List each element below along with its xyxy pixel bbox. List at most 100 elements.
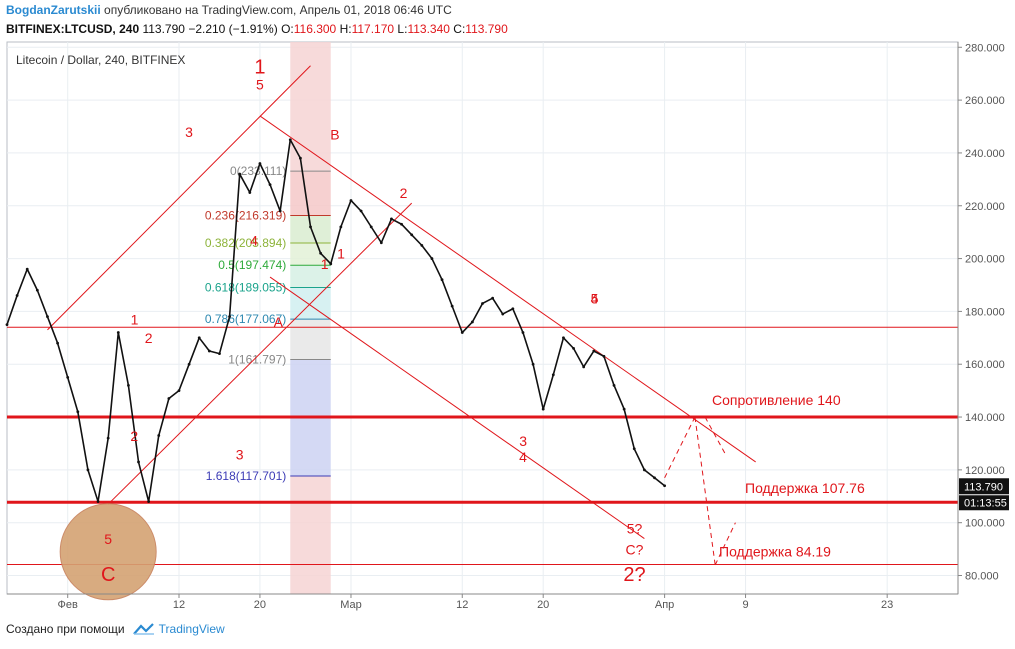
wave-label: 5 bbox=[256, 77, 264, 93]
x-tick-label: 12 bbox=[456, 599, 468, 611]
fib-level-label: 0.5(197.474) bbox=[218, 258, 286, 272]
wave-label: 2? bbox=[623, 564, 645, 586]
resistance-label: Сопротивление 140 bbox=[712, 392, 841, 408]
price-point bbox=[116, 331, 120, 334]
y-tick-label: 200.000 bbox=[965, 254, 1005, 266]
x-tick-label: Апр bbox=[655, 599, 674, 611]
price-point bbox=[157, 434, 161, 437]
channel-line-upper-down bbox=[259, 115, 756, 463]
y-tick-label: 80.000 bbox=[965, 571, 999, 583]
footer-text: Создано при помощи bbox=[6, 622, 125, 636]
price-point bbox=[15, 294, 19, 297]
open-value: 116.300 bbox=[293, 22, 337, 36]
high-value: 117.170 bbox=[351, 22, 395, 36]
price-point bbox=[440, 278, 444, 282]
price-point bbox=[400, 222, 403, 226]
price-point bbox=[46, 315, 49, 319]
support-label: Поддержка 107.76 bbox=[745, 480, 865, 496]
publication-line: BogdanZarutskii опубликовано на TradingV… bbox=[6, 3, 452, 17]
wave-label: 5? bbox=[627, 520, 643, 536]
tradingview-link[interactable]: TradingView bbox=[132, 622, 225, 636]
price-point bbox=[541, 407, 545, 411]
wave-label: 1 bbox=[337, 246, 345, 262]
x-tick-label: 9 bbox=[742, 599, 748, 611]
price-point bbox=[56, 341, 59, 345]
x-tick-label: Мар bbox=[340, 599, 362, 611]
plot-area bbox=[6, 41, 959, 595]
last-price-tag-text: 113.790 bbox=[964, 481, 1003, 493]
price-point bbox=[86, 468, 90, 472]
price-point bbox=[501, 312, 505, 316]
price-series-line bbox=[6, 138, 666, 503]
price-point bbox=[147, 500, 151, 503]
price-point bbox=[653, 476, 656, 480]
y-tick-label: 220.000 bbox=[965, 201, 1005, 213]
wave-label: 3 bbox=[236, 446, 244, 462]
fib-zone-head bbox=[290, 42, 331, 172]
price-point bbox=[420, 243, 424, 247]
price-point bbox=[521, 331, 525, 334]
y-tick-label: 120.000 bbox=[965, 465, 1005, 477]
price-point bbox=[197, 336, 201, 340]
x-tick-label: 20 bbox=[254, 599, 266, 611]
price-point bbox=[632, 447, 636, 451]
price-point bbox=[430, 257, 434, 260]
x-tick-label: 20 bbox=[537, 599, 549, 611]
price-point bbox=[572, 346, 575, 350]
fib-level-label: 0.236(216.319) bbox=[205, 208, 286, 222]
wave-label: A bbox=[274, 314, 284, 330]
y-tick-label: 280.000 bbox=[965, 42, 1005, 54]
author-link[interactable]: BogdanZarutskii bbox=[6, 3, 101, 17]
fib-zone bbox=[290, 215, 331, 244]
price-point bbox=[298, 156, 302, 160]
price-chart[interactable]: 0(233.111) 0.236(216.319) 0.382(205.894) 0.… bbox=[0, 40, 1015, 615]
last-price: 113.790 bbox=[142, 22, 185, 36]
wave-label: 5 bbox=[104, 531, 112, 547]
y-tick-label: 160.000 bbox=[965, 359, 1005, 371]
tradingview-logo-icon bbox=[132, 623, 154, 635]
wave-label: C? bbox=[626, 541, 644, 557]
projection-tail bbox=[704, 416, 726, 455]
wave-c-circle bbox=[59, 503, 157, 601]
last-price-tag bbox=[959, 478, 1009, 495]
price-point bbox=[531, 362, 535, 366]
wave-label: 2 bbox=[400, 185, 408, 201]
wave-label: 1 bbox=[131, 312, 139, 328]
price-point bbox=[278, 209, 282, 213]
price-point bbox=[258, 162, 262, 165]
wave-label: 3 bbox=[185, 124, 193, 140]
x-tick-label: 12 bbox=[173, 599, 185, 611]
high-label: H: bbox=[339, 22, 352, 36]
countdown-tag bbox=[959, 495, 1009, 511]
price-point bbox=[551, 373, 555, 377]
price-point bbox=[238, 172, 242, 176]
fib-zone bbox=[290, 265, 331, 288]
y-tick-label: 260.000 bbox=[965, 95, 1005, 107]
price-point bbox=[481, 302, 484, 305]
channel-line-lower-up bbox=[107, 202, 413, 505]
fib-zone-tail bbox=[290, 475, 331, 594]
price-point bbox=[25, 267, 29, 271]
projection-up-2 bbox=[714, 522, 736, 566]
price-point bbox=[379, 241, 383, 245]
low-value: 113.340 bbox=[407, 22, 450, 36]
wave-label: 4 bbox=[519, 449, 527, 465]
channel-line-lower-down bbox=[269, 276, 645, 539]
price-point bbox=[319, 251, 323, 255]
tradingview-brand: TradingView bbox=[158, 622, 225, 636]
price-point bbox=[562, 336, 565, 340]
wave-label: 1 bbox=[321, 256, 329, 272]
y-tick-label: 180.000 bbox=[965, 306, 1005, 318]
price-point bbox=[460, 331, 464, 334]
price-point bbox=[76, 410, 80, 414]
price-point bbox=[187, 362, 191, 366]
price-point bbox=[127, 383, 130, 387]
projection-up-1 bbox=[664, 416, 696, 479]
wave-label: 2 bbox=[130, 428, 138, 444]
price-point bbox=[612, 383, 616, 387]
price-point bbox=[106, 436, 110, 440]
price-point bbox=[663, 484, 667, 488]
price-point bbox=[359, 209, 363, 213]
wave-label: B bbox=[330, 127, 339, 143]
fib-zone bbox=[290, 319, 331, 360]
